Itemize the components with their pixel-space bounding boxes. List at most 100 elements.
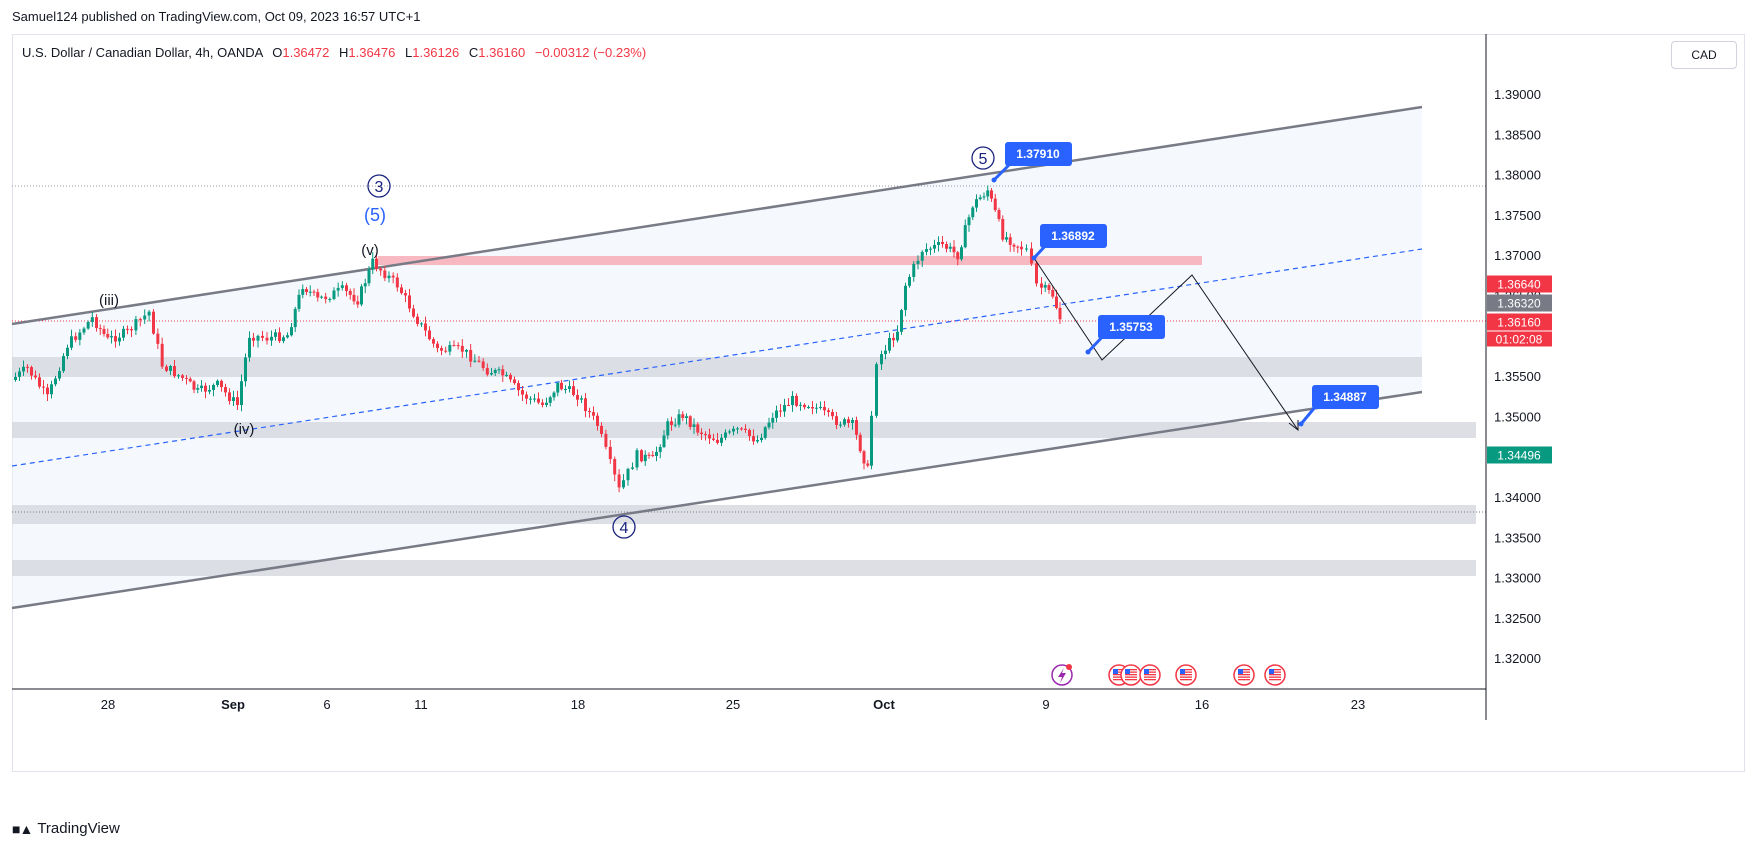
candle — [596, 412, 599, 431]
candle — [181, 373, 184, 382]
candle — [444, 346, 448, 354]
candle — [892, 333, 895, 348]
projection-arrowhead — [1288, 420, 1299, 432]
candle — [564, 385, 567, 394]
candle — [286, 332, 289, 339]
candle — [216, 379, 219, 388]
candle — [888, 332, 891, 354]
wave-label-paren5: (5) — [364, 205, 386, 225]
candle — [90, 312, 94, 327]
candle — [799, 402, 802, 411]
candle — [815, 403, 818, 414]
high-value: 1.36476 — [348, 45, 396, 60]
price-tick: 1.37000 — [1494, 248, 1541, 263]
candle — [811, 401, 814, 415]
candle — [862, 449, 866, 470]
candle — [95, 314, 98, 332]
candle — [948, 242, 952, 253]
price-label: 1.36320 — [1497, 297, 1541, 311]
candle — [908, 274, 911, 288]
candle — [204, 382, 207, 399]
open-value: 1.36472 — [282, 45, 330, 60]
candle — [643, 450, 647, 466]
candle — [1030, 242, 1033, 266]
candle — [428, 326, 431, 341]
candle — [22, 360, 25, 376]
candle — [387, 271, 391, 283]
candle — [517, 380, 520, 397]
change-value: −0.00312 (−0.23%) — [534, 45, 647, 60]
candle — [870, 410, 873, 470]
candle — [30, 365, 33, 380]
callout-4: 1.34887 — [1298, 385, 1379, 427]
candle — [236, 390, 239, 411]
tv-logo-icon: ■▲ — [12, 820, 33, 837]
candle — [274, 329, 277, 341]
candle — [156, 328, 160, 350]
candle — [212, 383, 215, 397]
candle — [971, 205, 975, 221]
candle — [497, 366, 501, 374]
candle — [66, 344, 69, 360]
candle — [1012, 243, 1016, 252]
candle — [662, 430, 666, 449]
candle — [875, 362, 878, 418]
candle — [379, 266, 383, 276]
callout-3: 1.35753 — [1085, 315, 1165, 355]
tradingview-logo[interactable]: ■▲ TradingView — [12, 820, 120, 837]
candle — [200, 380, 203, 392]
currency-button[interactable]: CAD — [1671, 41, 1737, 69]
candle — [240, 374, 243, 412]
candle — [677, 409, 681, 428]
candle — [143, 309, 147, 324]
candle — [456, 342, 460, 350]
chart-frame — [12, 34, 1745, 772]
candle — [114, 329, 117, 348]
candle — [1025, 244, 1028, 252]
candle — [626, 467, 630, 486]
candle — [248, 331, 251, 362]
candle — [831, 409, 834, 420]
svg-text:5: 5 — [979, 151, 988, 168]
candle — [86, 320, 90, 330]
candle — [716, 432, 719, 445]
candle — [1005, 231, 1008, 243]
candle — [752, 429, 755, 445]
callout-text-1: 1.37910 — [1016, 147, 1060, 161]
candle — [160, 337, 164, 369]
candle — [613, 456, 617, 482]
candle — [18, 367, 21, 381]
candle — [50, 380, 53, 399]
candle — [220, 379, 223, 392]
candle — [509, 373, 512, 383]
candle — [708, 428, 711, 444]
candle — [408, 288, 411, 313]
candle — [1001, 215, 1005, 242]
candle — [858, 432, 862, 454]
candle — [880, 350, 883, 371]
candle — [525, 391, 528, 405]
candle — [356, 295, 360, 308]
candle — [795, 393, 798, 408]
candle — [851, 417, 854, 430]
candle — [588, 407, 591, 418]
candle — [188, 376, 192, 383]
price-tick: 1.35000 — [1494, 409, 1541, 424]
candle — [301, 284, 305, 299]
candle — [395, 273, 399, 292]
candle — [375, 253, 378, 272]
candle — [348, 288, 352, 300]
candle — [622, 474, 625, 489]
candle — [290, 323, 293, 337]
time-tick: 28 — [101, 697, 115, 712]
zone-3 — [12, 505, 1476, 524]
event-icons — [1051, 664, 1286, 686]
candle — [46, 383, 49, 401]
candle — [647, 452, 651, 459]
candle — [305, 287, 308, 296]
channel-midline — [11, 248, 1423, 467]
candle — [34, 370, 37, 380]
candle — [744, 424, 747, 433]
candle — [1008, 233, 1012, 252]
